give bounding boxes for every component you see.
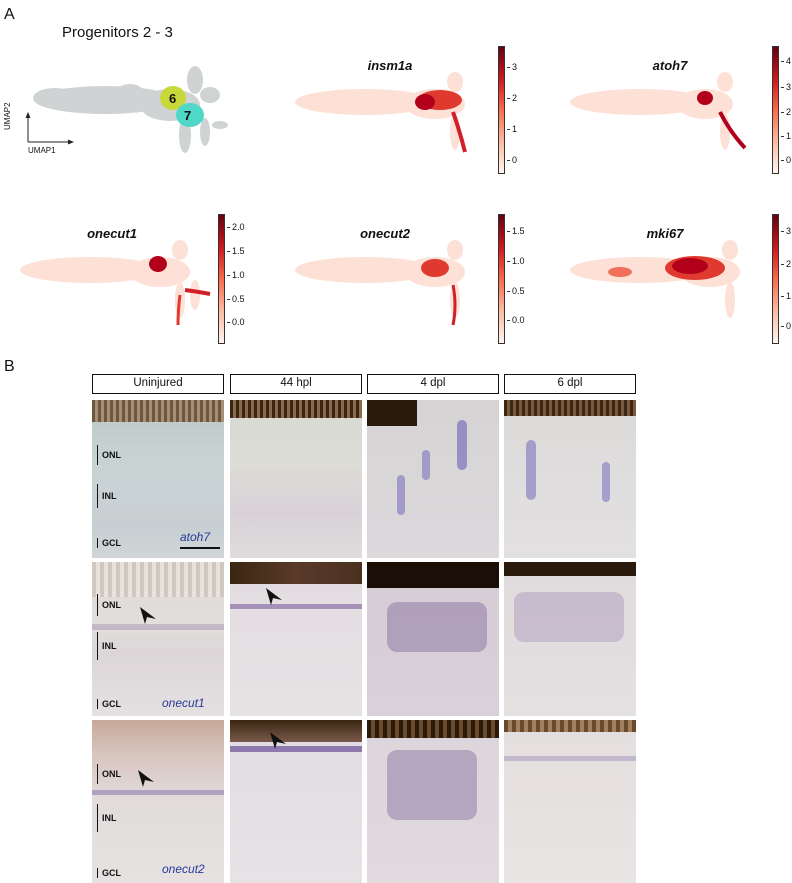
tick: 1 xyxy=(506,124,518,134)
umap2-axis-label: UMAP2 xyxy=(3,102,12,130)
arrowhead-icon xyxy=(140,607,156,624)
tick: 2 xyxy=(780,107,792,117)
tick: 3 xyxy=(780,82,792,92)
cluster-label-6: 6 xyxy=(169,91,176,106)
feature-umap-insm1a xyxy=(295,72,467,153)
colorbar-insm1a xyxy=(498,46,505,174)
tick: 1.0 xyxy=(227,270,245,280)
tile-44hpl-onecut2 xyxy=(230,720,362,883)
tick: 0 xyxy=(780,155,792,165)
layer-label-onl: ONL xyxy=(97,445,121,465)
tick: 1.5 xyxy=(507,226,525,236)
tick: 1.5 xyxy=(227,246,245,256)
gene-label-onecut2: onecut2 xyxy=(162,862,205,876)
layer-label-gcl: GCL xyxy=(97,699,121,709)
layer-label-inl: INL xyxy=(97,632,117,660)
cluster-plot-title: Progenitors 2 - 3 xyxy=(62,24,173,41)
tick: 2 xyxy=(506,93,518,103)
column-header-44hpl: 44 hpl xyxy=(230,374,362,394)
tile-6dpl-onecut2 xyxy=(504,720,636,883)
colorbar-atoh7 xyxy=(772,46,779,174)
tick: 1.0 xyxy=(507,256,525,266)
arrowhead-icon xyxy=(266,588,282,605)
tick: 0 xyxy=(780,321,792,331)
feature-umap-onecut1 xyxy=(20,240,211,326)
column-header-4dpl: 4 dpl xyxy=(367,374,499,394)
layer-label-inl: INL xyxy=(97,804,117,832)
feature-title-insm1a: insm1a xyxy=(367,58,413,73)
tick: 0.0 xyxy=(227,317,245,327)
arrowhead-icon xyxy=(138,770,154,787)
feature-title-onecut2: onecut2 xyxy=(360,226,410,241)
layer-label-onl: ONL xyxy=(97,594,121,616)
feature-title-onecut1: onecut1 xyxy=(87,226,137,241)
tile-44hpl-onecut1 xyxy=(230,562,362,716)
arrowhead-icon xyxy=(270,732,286,749)
tick: 0.5 xyxy=(507,286,525,296)
tile-uninjured-onecut2 xyxy=(92,720,224,883)
tick: 1 xyxy=(780,131,792,141)
tile-6dpl-onecut1 xyxy=(504,562,636,716)
layer-label-gcl: GCL xyxy=(97,538,121,548)
column-header-6dpl: 6 dpl xyxy=(504,374,636,394)
colorbar-mki67 xyxy=(772,214,779,344)
tick: 2 xyxy=(780,259,792,269)
gene-label-onecut1: onecut1 xyxy=(162,696,205,710)
cluster-umap-plot: 6 7 xyxy=(25,66,228,153)
tile-uninjured-atoh7 xyxy=(92,400,224,558)
panel-b-letter: B xyxy=(4,358,15,375)
tile-4dpl-onecut1 xyxy=(367,562,499,716)
column-header-uninjured: Uninjured xyxy=(92,374,224,394)
feature-title-atoh7: atoh7 xyxy=(652,58,688,73)
tick: 0.5 xyxy=(227,294,245,304)
panel-a-letter: A xyxy=(4,6,15,23)
scale-bar xyxy=(180,547,220,549)
cluster-label-7: 7 xyxy=(184,108,191,123)
tick: 1 xyxy=(780,291,792,301)
feature-umap-atoh7 xyxy=(570,72,747,150)
tick: 3 xyxy=(780,226,792,236)
tile-4dpl-atoh7 xyxy=(367,400,499,558)
tile-uninjured-onecut1 xyxy=(92,562,224,716)
colorbar-onecut2 xyxy=(498,214,505,344)
umap1-axis-label: UMAP1 xyxy=(28,146,56,155)
gene-label-atoh7: atoh7 xyxy=(180,530,211,544)
layer-label-gcl: GCL xyxy=(97,868,121,878)
colorbar-onecut1 xyxy=(218,214,225,344)
tile-44hpl-atoh7 xyxy=(230,400,362,558)
feature-umap-mki67 xyxy=(570,240,740,318)
tick: 0 xyxy=(506,155,518,165)
tick: 0.0 xyxy=(507,315,525,325)
tick: 3 xyxy=(506,62,518,72)
layer-label-inl: INL xyxy=(97,484,117,508)
layer-label-onl: ONL xyxy=(97,764,121,784)
feature-title-mki67: mki67 xyxy=(646,226,684,241)
tick: 2.0 xyxy=(227,222,245,232)
feature-umap-onecut2 xyxy=(295,240,465,326)
tile-4dpl-onecut2 xyxy=(367,720,499,883)
tick: 4 xyxy=(780,56,792,66)
tile-6dpl-atoh7 xyxy=(504,400,636,558)
